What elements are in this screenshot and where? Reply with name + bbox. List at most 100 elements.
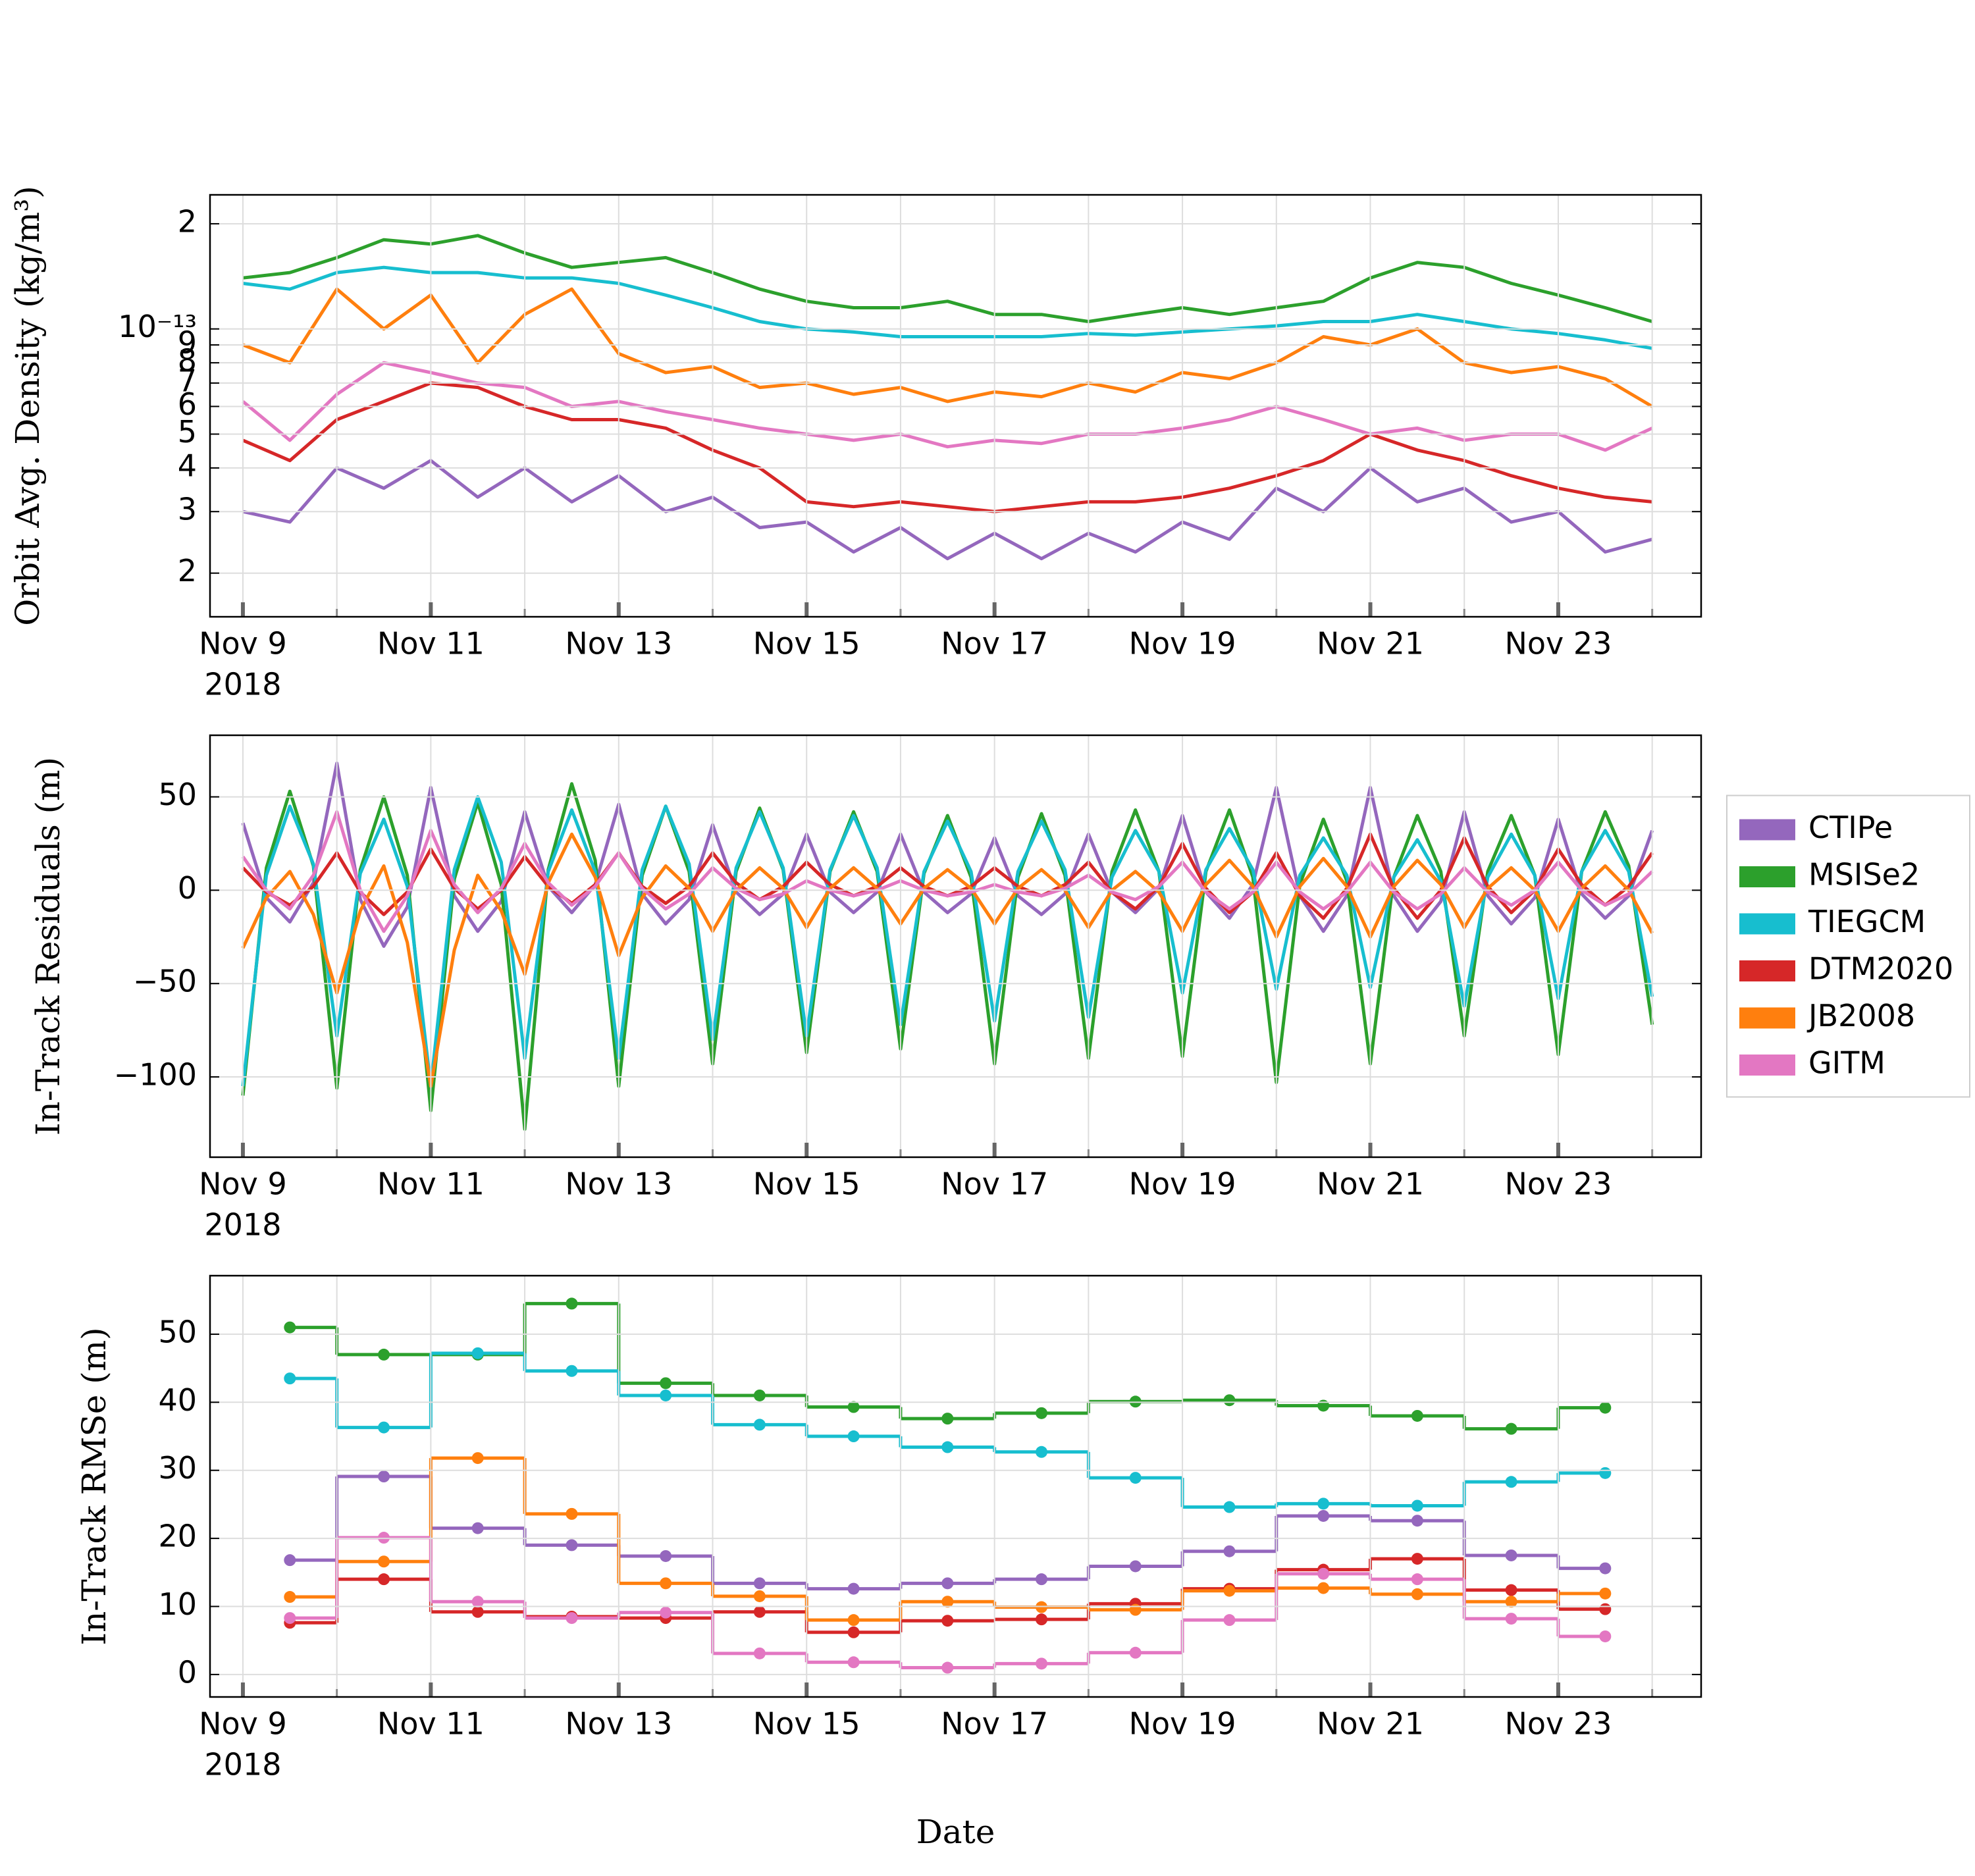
marker bbox=[378, 1471, 390, 1483]
x-tick-label: Nov 15 bbox=[753, 626, 860, 662]
marker bbox=[1036, 1601, 1048, 1613]
marker bbox=[1036, 1613, 1048, 1626]
marker bbox=[1036, 1446, 1048, 1458]
y-axis-label: Orbit Avg. Density (kg/m³) bbox=[9, 186, 47, 625]
marker bbox=[660, 1577, 672, 1590]
legend-swatch bbox=[1739, 1055, 1795, 1076]
marker bbox=[1411, 1573, 1423, 1586]
marker bbox=[1223, 1584, 1236, 1597]
x-year-label: 2018 bbox=[204, 667, 281, 702]
marker bbox=[471, 1596, 484, 1608]
x-tick-label: Nov 17 bbox=[941, 626, 1048, 662]
y-tick-label: 2 bbox=[178, 553, 197, 588]
marker bbox=[566, 1539, 578, 1551]
marker bbox=[1599, 1401, 1612, 1414]
marker bbox=[1505, 1613, 1517, 1625]
marker bbox=[566, 1507, 578, 1520]
series-line bbox=[241, 762, 1654, 948]
marker bbox=[1317, 1567, 1330, 1580]
legend-swatch bbox=[1739, 1007, 1795, 1029]
legend-swatch bbox=[1739, 866, 1795, 887]
x-tick-label: Nov 19 bbox=[1129, 626, 1236, 662]
marker bbox=[1129, 1395, 1142, 1408]
legend-label: GITM bbox=[1808, 1045, 1885, 1081]
marker bbox=[1129, 1560, 1142, 1573]
marker bbox=[378, 1532, 390, 1544]
marker bbox=[941, 1615, 954, 1627]
marker bbox=[1317, 1498, 1330, 1510]
marker bbox=[1505, 1584, 1517, 1596]
y-tick-label: 2 bbox=[178, 203, 197, 239]
y-tick-label: 0 bbox=[178, 870, 197, 906]
marker bbox=[1317, 1582, 1330, 1594]
y-axis-label: In-Track Residuals (m) bbox=[29, 757, 67, 1135]
y-tick-label: 50 bbox=[158, 1314, 197, 1349]
marker bbox=[753, 1577, 766, 1590]
x-tick-label: Nov 21 bbox=[1317, 626, 1424, 662]
x-tick-label: Nov 23 bbox=[1504, 626, 1612, 662]
marker bbox=[378, 1555, 390, 1568]
marker bbox=[1317, 1509, 1330, 1522]
legend-frame bbox=[1726, 795, 1970, 1098]
y-axis-label: In-Track RMSe (m) bbox=[75, 1327, 113, 1645]
x-tick-label: Nov 23 bbox=[1504, 1706, 1612, 1742]
marker bbox=[753, 1647, 766, 1659]
y-tick-label: 30 bbox=[158, 1450, 197, 1486]
x-tick-label: Nov 17 bbox=[941, 1706, 1048, 1742]
series-line bbox=[241, 810, 1654, 933]
marker bbox=[1317, 1399, 1330, 1412]
legend-label: JB2008 bbox=[1806, 998, 1915, 1033]
marker bbox=[753, 1590, 766, 1602]
marker bbox=[941, 1441, 954, 1453]
marker bbox=[1599, 1467, 1612, 1479]
marker bbox=[847, 1656, 860, 1669]
x-year-label: 2018 bbox=[204, 1207, 281, 1243]
marker bbox=[1036, 1407, 1048, 1419]
marker bbox=[378, 1421, 390, 1434]
marker bbox=[660, 1377, 672, 1390]
series-line bbox=[242, 381, 1652, 513]
x-tick-label: Nov 9 bbox=[199, 1166, 287, 1202]
plot-frame bbox=[209, 1274, 1702, 1698]
marker bbox=[566, 1365, 578, 1377]
series-line bbox=[242, 234, 1653, 323]
marker bbox=[1505, 1422, 1517, 1435]
y-tick-label: 6 bbox=[178, 386, 197, 422]
x-axis-label: Date bbox=[916, 1813, 995, 1851]
marker bbox=[753, 1389, 766, 1401]
legend: CTIPe MSISe2 TIEGCM DTM2020 JB2008 GITM bbox=[1726, 795, 1970, 1098]
x-tick-label: Nov 17 bbox=[941, 1166, 1048, 1202]
x-tick-label: Nov 11 bbox=[377, 626, 485, 662]
marker bbox=[284, 1372, 296, 1385]
x-tick-label: Nov 19 bbox=[1129, 1706, 1236, 1742]
marker bbox=[660, 1389, 672, 1401]
marker bbox=[1505, 1476, 1517, 1488]
marker bbox=[471, 1347, 484, 1359]
y-tick-label: 10 bbox=[158, 1586, 197, 1622]
y-tick-label: 20 bbox=[158, 1519, 197, 1554]
marker bbox=[660, 1550, 672, 1562]
marker bbox=[847, 1626, 860, 1638]
marker bbox=[1599, 1562, 1612, 1575]
y-tick-label: 5 bbox=[178, 414, 197, 450]
y-tick-label: 10⁻¹³ bbox=[118, 309, 197, 344]
y-tick-label: 40 bbox=[158, 1382, 197, 1418]
x-tick-label: Nov 13 bbox=[565, 626, 672, 662]
marker bbox=[941, 1596, 954, 1608]
y-tick-label: 9 bbox=[178, 325, 197, 360]
marker bbox=[1411, 1588, 1423, 1600]
legend-swatch bbox=[1739, 819, 1795, 841]
x-tick-label: Nov 21 bbox=[1317, 1166, 1424, 1202]
marker bbox=[1223, 1394, 1236, 1407]
x-tick-label: Nov 21 bbox=[1317, 1706, 1424, 1742]
plot-area bbox=[242, 234, 1653, 561]
y-tick-label: −50 bbox=[133, 964, 197, 999]
marker bbox=[471, 1605, 484, 1618]
marker bbox=[284, 1591, 296, 1603]
x-tick-label: Nov 13 bbox=[565, 1706, 672, 1742]
marker bbox=[941, 1661, 954, 1674]
marker bbox=[1599, 1587, 1612, 1600]
series-line bbox=[242, 459, 1653, 561]
x-tick-label: Nov 19 bbox=[1129, 1166, 1236, 1202]
